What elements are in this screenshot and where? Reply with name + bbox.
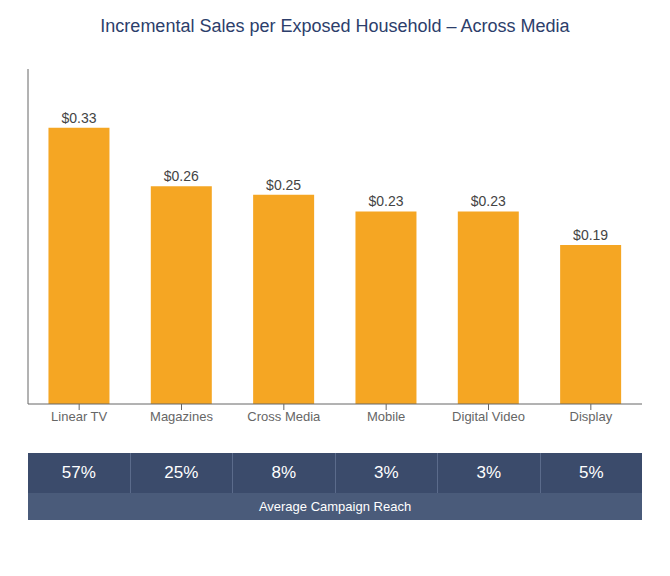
svg-text:Display: Display	[570, 409, 613, 424]
svg-text:$0.23: $0.23	[471, 193, 506, 209]
svg-text:$0.25: $0.25	[266, 177, 301, 193]
svg-text:$0.19: $0.19	[573, 227, 608, 243]
html-text:8%: 8%	[271, 463, 296, 482]
html-text:57%: 57%	[61, 463, 96, 482]
html-text:25%: 25%	[164, 463, 199, 482]
svg-text:Cross Media: Cross Media	[247, 409, 321, 424]
html-text:Average Campaign Reach: Average Campaign Reach	[258, 499, 412, 514]
html-text:5%: 5%	[579, 463, 604, 482]
html-text:Incremental Sales per Exposed: Incremental Sales per Exposed Household …	[100, 16, 570, 36]
svg-text:$0.33: $0.33	[61, 110, 96, 126]
svg-text:$0.26: $0.26	[164, 168, 199, 184]
html-text:3%: 3%	[476, 463, 501, 482]
svg-text:Linear TV: Linear TV	[51, 409, 107, 424]
html-text:3%: 3%	[374, 463, 399, 482]
svg-text:Mobile: Mobile	[367, 409, 405, 424]
svg-text:$0.23: $0.23	[368, 193, 403, 209]
svg-text:Digital Video: Digital Video	[452, 409, 525, 424]
svg-text:Magazines: Magazines	[150, 409, 213, 424]
